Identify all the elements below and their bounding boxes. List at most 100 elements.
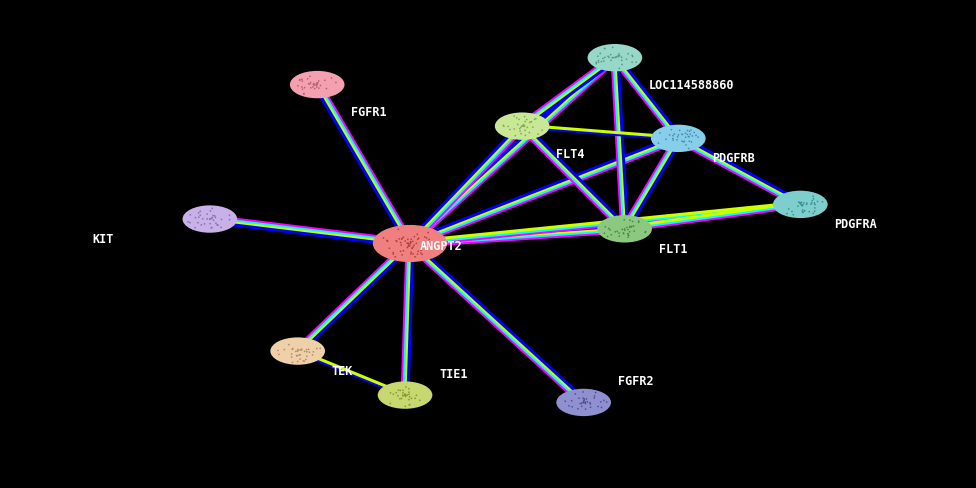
Point <box>517 123 533 131</box>
Point <box>564 397 580 405</box>
Point <box>397 390 413 398</box>
Point <box>403 240 419 247</box>
Point <box>308 82 324 90</box>
Point <box>582 399 597 407</box>
Point <box>795 202 811 209</box>
Point <box>288 348 304 356</box>
Point <box>629 59 644 67</box>
Point <box>630 219 646 227</box>
Point <box>285 345 301 353</box>
Point <box>388 237 404 245</box>
Point <box>621 234 636 242</box>
Point <box>508 132 523 140</box>
Circle shape <box>373 225 447 263</box>
Point <box>405 250 421 258</box>
Point <box>387 253 403 261</box>
Point <box>388 389 404 397</box>
Point <box>410 248 426 256</box>
Point <box>205 212 221 220</box>
Point <box>620 226 635 234</box>
Point <box>603 52 619 60</box>
Point <box>512 128 528 136</box>
Point <box>614 54 630 62</box>
Point <box>397 391 413 399</box>
Point <box>507 113 522 121</box>
Point <box>622 228 637 236</box>
Point <box>523 119 539 126</box>
Point <box>507 126 522 134</box>
Point <box>513 124 529 132</box>
Point <box>222 216 237 224</box>
Point <box>681 138 697 146</box>
Point <box>621 232 636 240</box>
Point <box>397 238 413 245</box>
Point <box>597 224 613 231</box>
Point <box>376 235 391 243</box>
Point <box>589 61 604 68</box>
Point <box>617 225 632 233</box>
Point <box>496 123 511 131</box>
Point <box>210 222 225 230</box>
Point <box>292 77 307 84</box>
Point <box>397 391 413 399</box>
Point <box>291 351 306 359</box>
Point <box>187 214 203 222</box>
Text: FLT4: FLT4 <box>556 147 585 160</box>
Point <box>792 199 807 207</box>
Point <box>403 239 419 246</box>
Point <box>312 345 328 353</box>
Point <box>304 85 319 93</box>
Point <box>595 56 611 63</box>
Point <box>681 145 697 153</box>
Point <box>664 126 679 134</box>
Point <box>400 236 416 244</box>
Point <box>807 201 823 209</box>
Circle shape <box>495 113 549 141</box>
Point <box>588 389 603 397</box>
Text: FLT1: FLT1 <box>659 243 687 255</box>
Point <box>306 82 322 90</box>
Point <box>208 214 224 222</box>
Point <box>293 346 308 354</box>
Point <box>294 84 309 92</box>
Point <box>400 243 416 250</box>
Point <box>401 388 417 396</box>
Point <box>614 57 630 65</box>
Point <box>796 200 812 207</box>
Point <box>183 211 198 219</box>
Circle shape <box>773 191 828 219</box>
Point <box>399 244 415 252</box>
Point <box>674 131 690 139</box>
Point <box>612 233 628 241</box>
Point <box>670 137 685 144</box>
Point <box>392 239 408 247</box>
Point <box>305 348 321 356</box>
Point <box>298 356 313 364</box>
Point <box>522 119 538 127</box>
Point <box>521 129 537 137</box>
Point <box>576 397 591 405</box>
Point <box>795 209 811 217</box>
Point <box>525 124 541 132</box>
Point <box>395 386 411 394</box>
Point <box>290 83 305 91</box>
Point <box>414 243 429 251</box>
Point <box>290 346 305 354</box>
Point <box>608 54 624 61</box>
Point <box>527 116 543 124</box>
Point <box>690 134 706 142</box>
Point <box>297 348 312 356</box>
Point <box>516 123 532 131</box>
Point <box>214 224 229 232</box>
Point <box>793 199 809 207</box>
Text: PDGFRB: PDGFRB <box>712 152 755 165</box>
Point <box>414 251 429 259</box>
Point <box>402 393 418 401</box>
Point <box>574 400 590 407</box>
Point <box>410 236 426 244</box>
Point <box>793 201 808 208</box>
Point <box>402 243 418 250</box>
Point <box>296 91 311 99</box>
Point <box>192 208 208 216</box>
Point <box>794 208 810 216</box>
